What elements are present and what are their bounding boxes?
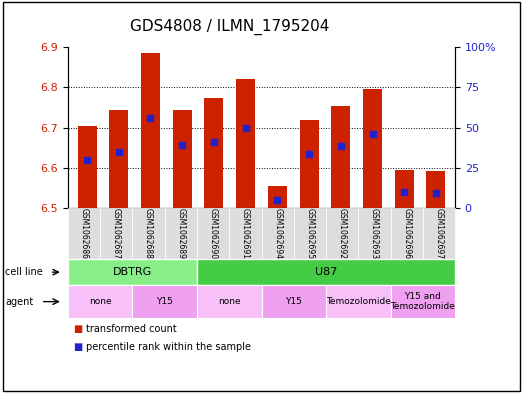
Bar [173,110,192,208]
Text: ■: ■ [73,324,83,334]
Text: cell line: cell line [5,267,43,277]
Text: GSM1062697: GSM1062697 [435,208,444,259]
Bar [204,97,223,208]
Text: GSM1062694: GSM1062694 [273,208,282,259]
Bar [331,106,350,208]
Text: GSM1062695: GSM1062695 [305,208,314,259]
Bar [363,90,382,208]
Text: GSM1062686: GSM1062686 [79,208,88,259]
Bar [395,170,414,208]
Bar [426,171,446,208]
Text: Y15 and
Temozolomide: Y15 and Temozolomide [390,292,455,311]
Text: GSM1062693: GSM1062693 [370,208,379,259]
Text: agent: agent [5,297,33,307]
Text: U87: U87 [315,267,337,277]
Text: GSM1062690: GSM1062690 [209,208,218,259]
Text: none: none [89,297,111,306]
Text: GSM1062696: GSM1062696 [402,208,411,259]
Text: transformed count: transformed count [86,324,177,334]
Text: percentile rank within the sample: percentile rank within the sample [86,342,251,352]
Text: GSM1062691: GSM1062691 [241,208,250,259]
Text: GSM1062688: GSM1062688 [144,208,153,259]
Bar [236,79,255,208]
Text: Y15: Y15 [286,297,302,306]
Bar [141,53,160,208]
Text: DBTRG: DBTRG [113,267,152,277]
Text: GDS4808 / ILMN_1795204: GDS4808 / ILMN_1795204 [130,19,330,35]
Text: GSM1062689: GSM1062689 [176,208,185,259]
Text: Y15: Y15 [156,297,173,306]
Text: GSM1062692: GSM1062692 [338,208,347,259]
Text: GSM1062687: GSM1062687 [112,208,121,259]
Bar [109,110,128,208]
Bar [268,186,287,208]
Bar [77,126,97,208]
Text: none: none [218,297,241,306]
Bar [300,119,319,208]
Text: Temozolomide: Temozolomide [326,297,391,306]
Text: ■: ■ [73,342,83,352]
